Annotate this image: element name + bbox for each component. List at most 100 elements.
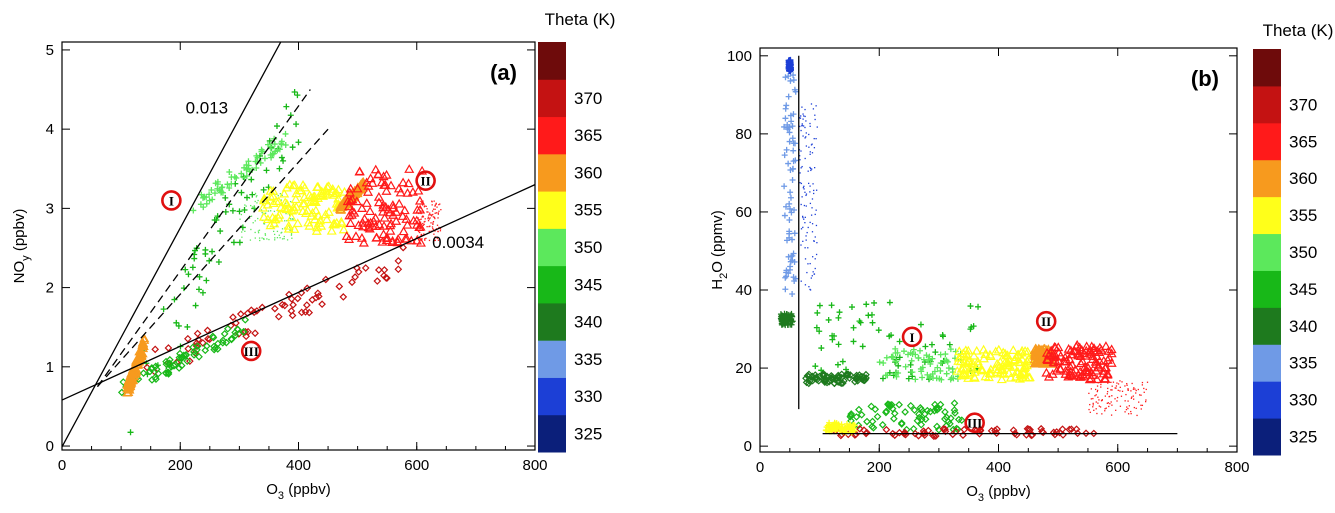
data-point (790, 165, 797, 172)
data-point (1100, 400, 1103, 402)
data-point (356, 232, 367, 242)
data-point (805, 235, 807, 237)
data-point (352, 183, 363, 193)
data-point (1053, 342, 1064, 352)
data-point (1119, 380, 1121, 382)
data-point (799, 117, 802, 119)
data-point (1116, 382, 1118, 384)
data-point (860, 376, 869, 385)
data-point (309, 214, 320, 224)
data-point (206, 257, 213, 264)
data-point (1106, 348, 1117, 358)
y-tick-label: 20 (735, 360, 752, 377)
data-point (429, 217, 431, 219)
data-point (1042, 355, 1053, 364)
data-point (1049, 348, 1060, 358)
data-point (1094, 388, 1097, 391)
data-point (868, 422, 876, 431)
data-point (786, 217, 793, 224)
data-point (318, 300, 326, 309)
data-point (826, 419, 833, 426)
data-point (893, 358, 900, 365)
data-point (1136, 414, 1138, 417)
data-point (1047, 369, 1058, 378)
data-point (1063, 371, 1074, 381)
data-point (811, 207, 813, 209)
data-point (402, 219, 413, 229)
data-point (811, 371, 820, 379)
data-point (996, 374, 1007, 384)
data-point (804, 247, 806, 249)
data-point (238, 189, 245, 196)
data-point (883, 354, 890, 361)
data-point (811, 275, 813, 277)
data-point (354, 268, 363, 276)
data-point (387, 235, 398, 245)
data-point (1141, 381, 1144, 384)
data-point (250, 215, 253, 217)
data-point (270, 214, 281, 224)
data-point (972, 356, 983, 366)
data-point (252, 222, 254, 224)
data-point (282, 130, 289, 137)
data-point (214, 178, 221, 185)
regime-marker-circle (964, 412, 985, 434)
data-point (958, 369, 969, 379)
colorbar-tick-label: 355 (1289, 206, 1317, 225)
colorbar-band (538, 340, 566, 378)
data-point (257, 159, 264, 166)
x-axis-label-main: O (266, 481, 278, 498)
x-tick-label: 0 (756, 459, 764, 476)
data-point (808, 146, 810, 148)
data-point (182, 266, 189, 273)
data-point (800, 182, 803, 185)
data-point (1026, 425, 1034, 434)
data-point (373, 169, 384, 178)
scatter-series-6 (416, 200, 442, 242)
data-point (1099, 406, 1102, 408)
data-point (985, 351, 996, 360)
data-point (852, 413, 861, 421)
regime-marker-circle (415, 170, 436, 191)
data-point (273, 233, 276, 236)
data-point (910, 406, 919, 414)
data-point (941, 425, 949, 434)
panel-label: (a) (490, 60, 517, 85)
data-point (916, 404, 925, 412)
data-point (832, 427, 839, 434)
data-point (391, 207, 402, 216)
data-point (876, 359, 883, 366)
data-point (1094, 395, 1096, 397)
data-point (1055, 351, 1066, 360)
data-point (257, 232, 260, 234)
data-point (915, 413, 924, 422)
data-point (435, 202, 437, 205)
data-point (347, 194, 358, 204)
data-point (344, 187, 355, 197)
data-point (950, 406, 959, 414)
data-point (227, 334, 236, 343)
data-point (322, 181, 333, 191)
data-point (127, 367, 138, 377)
data-point (238, 170, 245, 177)
data-point (283, 220, 294, 230)
plot-area (62, 42, 535, 448)
data-point (431, 210, 434, 212)
data-point (1038, 427, 1046, 436)
data-point (218, 338, 227, 347)
data-point (190, 207, 197, 214)
data-point (171, 296, 178, 303)
data-point (333, 184, 344, 194)
data-point (1115, 409, 1117, 411)
y-tick-label: 100 (727, 48, 752, 65)
panel-label: (b) (1191, 66, 1219, 91)
scatter-series-4 (812, 299, 982, 383)
data-point (1008, 345, 1019, 354)
data-point (1135, 389, 1137, 392)
data-point (897, 420, 906, 428)
data-point (323, 207, 334, 216)
data-point (1101, 413, 1103, 415)
data-point (265, 191, 276, 201)
data-point (263, 222, 265, 225)
colorbar-band (538, 191, 566, 229)
